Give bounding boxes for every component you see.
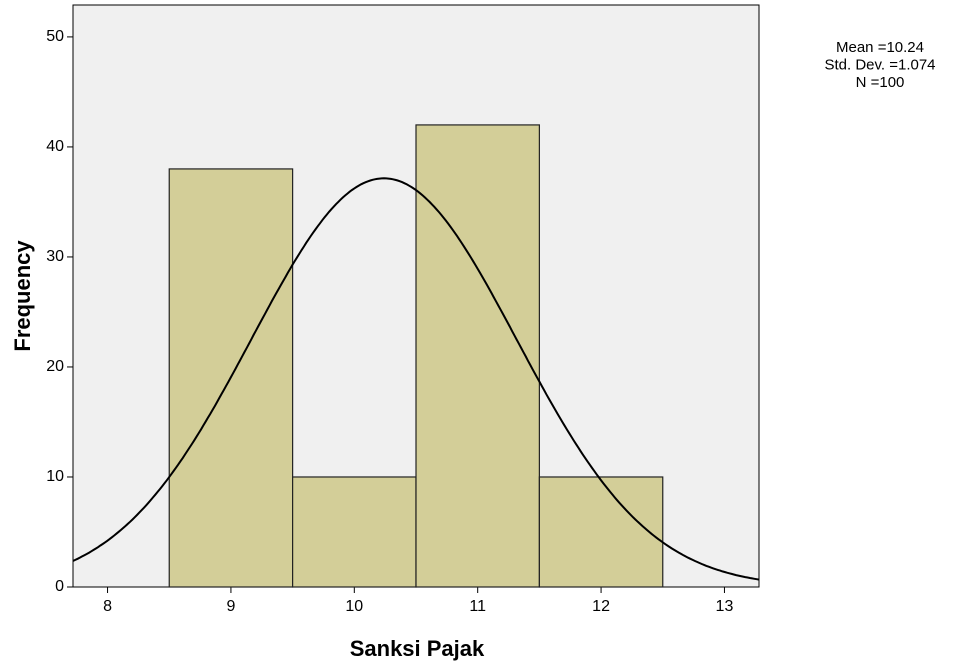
- x-tick-label: 8: [103, 598, 112, 615]
- y-tick-label: 30: [46, 248, 64, 265]
- stats-label: N =100: [856, 74, 905, 91]
- x-tick-label: 11: [469, 598, 486, 615]
- y-tick-label: 50: [46, 28, 64, 45]
- normal-curve: [72, 177, 760, 581]
- stats-label: Mean =10.24: [836, 39, 924, 56]
- x-axis-title: Sanksi Pajak: [350, 636, 485, 661]
- y-axis-title: Frequency: [10, 240, 35, 352]
- stats-label: Std. Dev. =1.074: [824, 56, 935, 73]
- y-tick-label: 40: [46, 138, 64, 155]
- bar: [538, 476, 664, 588]
- x-tick-label: 13: [716, 598, 734, 615]
- y-tick-label: 20: [46, 358, 64, 375]
- x-tick-label: 10: [345, 598, 363, 615]
- bar: [292, 476, 417, 588]
- y-tick-label: 10: [46, 468, 64, 485]
- x-tick-label: 9: [226, 598, 235, 615]
- bar: [415, 124, 540, 588]
- x-tick-label: 12: [592, 598, 610, 615]
- y-tick-label: 0: [55, 578, 64, 595]
